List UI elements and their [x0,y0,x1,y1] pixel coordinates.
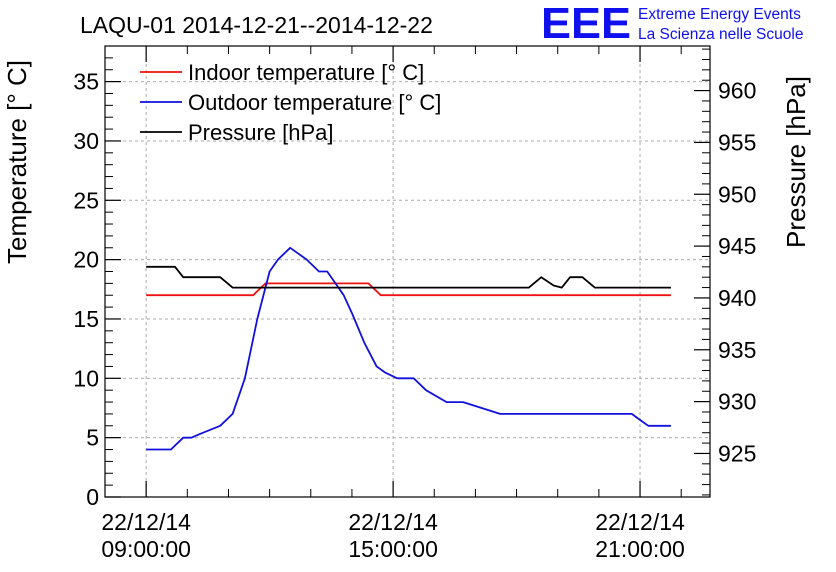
logo-line-1: Extreme Energy Events [638,6,801,23]
logo-line-2: La Scienza nelle Scuole [638,26,803,43]
series-lines [146,246,671,451]
x-tick-label-date: 22/12/14 [595,509,685,535]
legend: Indoor temperature [° C] Outdoor tempera… [140,60,441,145]
x-tick-label-time: 21:00:00 [595,536,685,562]
y-tick-label: 15 [73,306,99,332]
y-tick-label: 10 [73,365,99,391]
y-tick-label: 30 [73,128,99,154]
series-line-indoor [146,282,671,297]
y2-tick-label: 955 [718,129,756,155]
grid [105,46,710,498]
y2-axis-label: Pressure [hPa] [781,76,811,248]
y2-tick-label: 950 [718,181,756,207]
y-tick-label: 35 [73,69,99,95]
y2-tick-label: 925 [718,440,756,466]
y-tick-label: 25 [73,187,99,213]
legend-label-pressure: Pressure [hPa] [188,120,334,145]
x-tick-label-date: 22/12/14 [348,509,438,535]
series-line-pressure [146,265,671,289]
y2-tick-label: 960 [718,78,756,104]
x-tick-label-time: 15:00:00 [348,536,438,562]
series-line-outdoor [146,246,671,451]
y2-tick-label: 945 [718,233,756,259]
x-tick-label-date: 22/12/14 [101,509,191,535]
y-axis-label: Temperature [° C] [2,60,32,264]
axis-ticks: 0 5 10 15 20 25 30 35 925 930 935 940 945 950 955 960 22… [73,46,756,562]
y-tick-label: 5 [86,425,99,451]
legend-label-outdoor: Outdoor temperature [° C] [188,90,441,115]
legend-label-indoor: Indoor temperature [° C] [188,60,424,85]
y2-tick-label: 930 [718,389,756,415]
y-tick-label: 0 [86,484,99,510]
logo-letters: EEE [541,0,631,48]
y2-tick-label: 940 [718,285,756,311]
y-tick-label: 20 [73,247,99,273]
x-tick-label-time: 09:00:00 [101,536,191,562]
chart-title: LAQU-01 2014-12-21--2014-12-22 [80,12,433,38]
eee-logo: EEE Extreme Energy Events La Scienza nel… [541,0,803,48]
y2-tick-label: 935 [718,337,756,363]
